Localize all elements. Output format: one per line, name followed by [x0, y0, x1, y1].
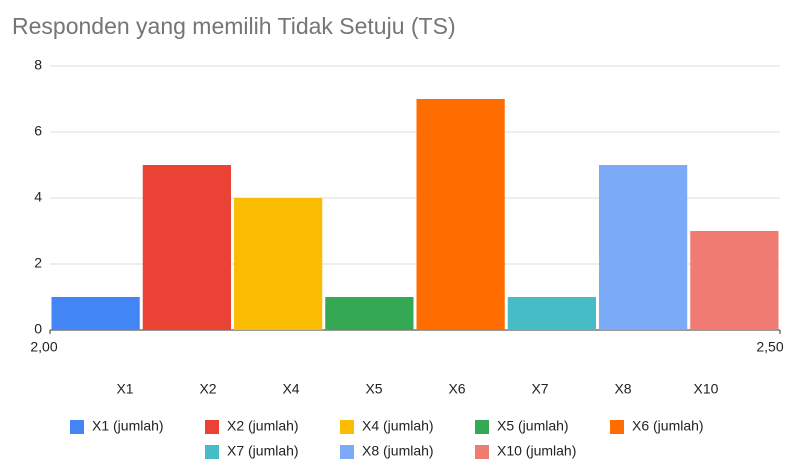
- legend-swatch: [340, 420, 354, 434]
- bar: [599, 165, 688, 330]
- legend-swatch: [475, 445, 489, 459]
- legend-swatch: [205, 420, 219, 434]
- category-label: X5: [365, 381, 382, 397]
- legend-label: X2 (jumlah): [227, 418, 299, 434]
- legend-label: X8 (jumlah): [362, 443, 434, 459]
- category-label: X2: [199, 381, 216, 397]
- bar: [416, 99, 505, 330]
- legend-label: X7 (jumlah): [227, 443, 299, 459]
- legend-swatch: [475, 420, 489, 434]
- legend-swatch: [70, 420, 84, 434]
- category-label: X7: [531, 381, 548, 397]
- x-tick-label: 2,00: [30, 339, 57, 355]
- legend-label: X6 (jumlah): [632, 418, 704, 434]
- legend-label: X1 (jumlah): [92, 418, 164, 434]
- bar: [325, 297, 414, 330]
- y-tick-label: 8: [34, 57, 42, 73]
- bar: [507, 297, 596, 330]
- legend-swatch: [205, 445, 219, 459]
- legend-label: X4 (jumlah): [362, 418, 434, 434]
- x-tick-label: 2,50: [756, 339, 783, 355]
- category-label: X4: [282, 381, 299, 397]
- bar: [51, 297, 140, 330]
- bar: [690, 231, 779, 330]
- bar: [142, 165, 231, 330]
- category-label: X10: [694, 381, 719, 397]
- chart-title: Responden yang memilih Tidak Setuju (TS): [12, 13, 456, 39]
- legend-label: X5 (jumlah): [497, 418, 569, 434]
- legend-swatch: [610, 420, 624, 434]
- category-label: X1: [116, 381, 133, 397]
- legend-swatch: [340, 445, 354, 459]
- category-label: X6: [448, 381, 465, 397]
- y-tick-label: 0: [34, 321, 42, 337]
- y-tick-label: 2: [34, 255, 42, 271]
- category-label: X8: [614, 381, 631, 397]
- y-tick-label: 6: [34, 123, 42, 139]
- legend-label: X10 (jumlah): [497, 443, 576, 459]
- bar: [234, 198, 323, 330]
- y-tick-label: 4: [34, 189, 42, 205]
